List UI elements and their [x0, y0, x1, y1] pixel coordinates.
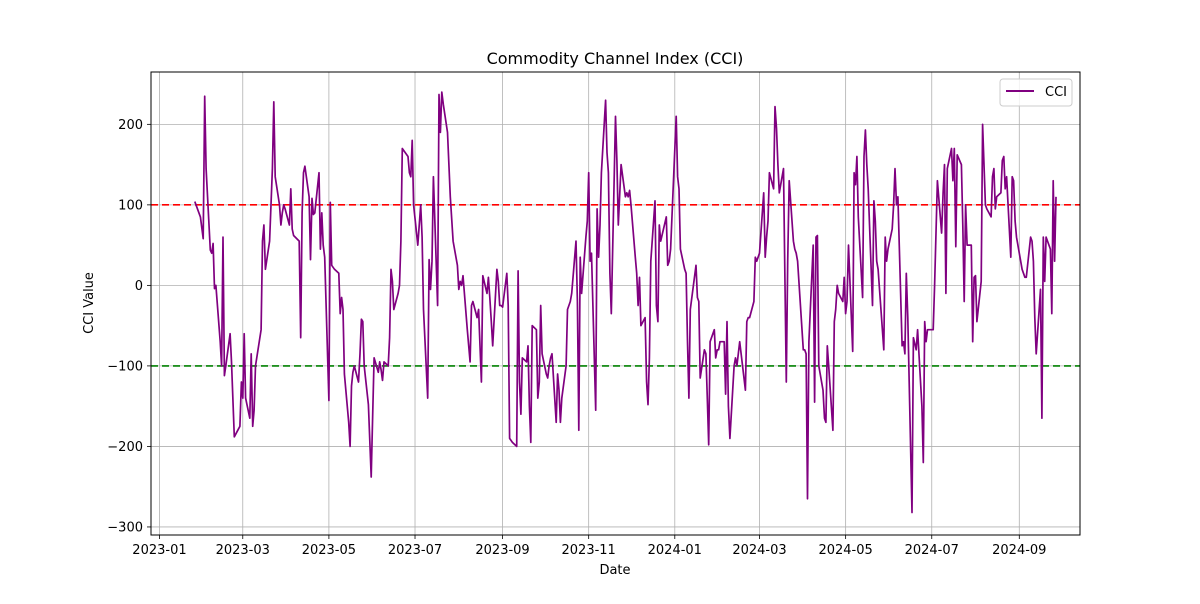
y-tick-label: 0	[135, 279, 143, 294]
x-tick-label: 2023-07	[388, 543, 442, 558]
y-axis-label: CCI Value	[82, 272, 97, 334]
chart-title: Commodity Channel Index (CCI)	[487, 49, 744, 68]
x-tick-label: 2024-05	[818, 543, 872, 558]
x-tick-label: 2023-03	[216, 543, 270, 558]
y-tick-label: −300	[107, 520, 143, 535]
x-tick-label: 2024-07	[905, 543, 959, 558]
x-tick-label: 2023-11	[562, 543, 616, 558]
series-layer	[194, 91, 1057, 514]
y-tick-label: −100	[107, 359, 143, 374]
legend-label-cci: CCI	[1045, 85, 1067, 100]
y-tick-label: −200	[107, 440, 143, 455]
legend-box	[999, 78, 1073, 107]
series-line-cci	[194, 91, 1057, 514]
y-tick-label: 200	[118, 118, 143, 133]
plot-frame	[150, 71, 1081, 536]
x-tick-label: 2024-01	[648, 543, 702, 558]
y-axis-ticks: 200 100 0 −100 −200 −300	[107, 118, 151, 535]
legend: CCI	[999, 78, 1073, 107]
x-tick-label: 2023-05	[302, 543, 356, 558]
x-tick-label: 2023-01	[132, 543, 186, 558]
x-axis-ticks: 2023-01 2023-03 2023-05 2023-07 2023-09 2023-…	[132, 535, 1046, 558]
x-tick-label: 2024-09	[992, 543, 1046, 558]
y-tick-label: 100	[118, 198, 143, 213]
x-tick-label: 2023-09	[475, 543, 529, 558]
x-tick-label: 2024-03	[732, 543, 786, 558]
x-axis-label: Date	[599, 563, 630, 578]
reference-lines	[151, 204, 1080, 367]
